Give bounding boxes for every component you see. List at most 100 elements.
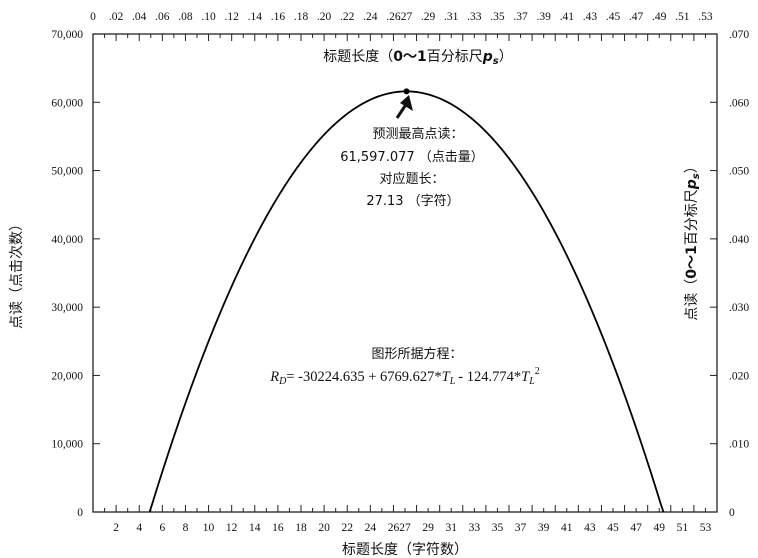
formula-t2: T — [521, 369, 530, 385]
top-tick-label: .43 — [583, 11, 598, 23]
right-tick-label: .030 — [729, 302, 749, 314]
top-tick-label: .49 — [652, 11, 667, 23]
top-tick-label: .41 — [560, 11, 575, 23]
formula-t2-sub: L — [528, 376, 535, 387]
right-axis-title-sub: s — [691, 173, 702, 179]
right-tick-label: .020 — [729, 370, 749, 382]
right-tick-label: .010 — [729, 439, 749, 451]
top-tick-label: .14 — [248, 11, 263, 23]
bottom-tick-label: 4 — [136, 522, 142, 534]
formula-t1-sub: L — [449, 376, 456, 387]
formula-title: 图形所据方程： — [371, 346, 462, 362]
bottom-tick-label: 14 — [249, 522, 261, 534]
formula-eq: = -30224.635 + 6769.627* — [286, 369, 441, 385]
bottom-tick-label: 53 — [700, 522, 712, 534]
peak-point — [403, 88, 410, 95]
bottom-tick-label: 45 — [607, 522, 619, 534]
bottom-tick-label: 10 — [203, 522, 215, 534]
right-axis-title-prefix: 点读（ — [683, 279, 700, 321]
bottom-tick-label: 49 — [653, 522, 665, 534]
left-tick-label: 20,000 — [51, 370, 83, 382]
bottom-axis-title: 标题长度（字符数） — [342, 542, 468, 558]
peak-annotation-value: 61,597.077 （点击量） — [340, 150, 484, 165]
right-axis-title-range: 0～1 — [684, 245, 700, 278]
formula-mid: - 124.774* — [458, 369, 521, 385]
top-tick-label: .33 — [467, 11, 482, 23]
left-axis-tick-labels: 0 10,000 20,000 30,000 40,000 50,000 60,000 70,… — [51, 29, 83, 519]
bottom-tick-label: 39 — [538, 522, 550, 534]
formula-t1: T — [442, 369, 451, 385]
peak-length-title: 对应题长： — [379, 171, 444, 187]
formula-lhs-sub: D — [278, 376, 287, 387]
top-axis-title-range: 0～1 — [393, 49, 426, 65]
bottom-tick-label: 26 — [388, 522, 400, 534]
top-tick-label: .26 — [386, 11, 401, 23]
top-axis-title-p: p — [482, 49, 493, 65]
peak-arrow-head — [400, 95, 413, 111]
top-tick-label: .27 — [398, 11, 413, 23]
right-axis-title: 点读（0～1百分标尺ps） — [683, 159, 702, 320]
bottom-tick-label: 27 — [399, 522, 411, 534]
right-axis-ticks — [710, 33, 717, 513]
right-tick-label: 0 — [729, 507, 735, 519]
bottom-tick-label: 8 — [183, 522, 189, 534]
peak-annotation-title: 预测最高点读： — [372, 126, 463, 142]
right-axis-tick-labels: 0 .010 .020 .030 .040 .050 .060 .070 — [729, 29, 749, 519]
right-axis-title-scale: 百分标尺 — [684, 189, 700, 245]
top-tick-label: .10 — [201, 11, 216, 23]
top-tick-label: .12 — [224, 11, 239, 23]
bottom-tick-label: 12 — [226, 522, 238, 534]
top-tick-label: .16 — [271, 11, 286, 23]
bottom-tick-label: 31 — [445, 522, 457, 534]
bottom-tick-label: 35 — [492, 522, 504, 534]
top-tick-label: .18 — [294, 11, 309, 23]
right-axis-title-suffix: ） — [684, 159, 700, 173]
top-tick-label: .29 — [421, 11, 436, 23]
left-tick-label: 60,000 — [51, 97, 83, 109]
bottom-tick-label: 16 — [272, 522, 284, 534]
top-tick-label: .20 — [317, 11, 332, 23]
top-tick-label: .45 — [606, 11, 621, 23]
bottom-tick-label: 24 — [365, 522, 377, 534]
top-tick-label: .39 — [536, 11, 551, 23]
top-tick-label: .51 — [675, 11, 690, 23]
top-axis-title-prefix: 标题长度（ — [323, 49, 393, 65]
top-tick-label: .37 — [513, 11, 528, 23]
bottom-axis-tick-labels: 2 4 6 8 10 12 14 16 18 20 22 24 26 27 29 31 33 35 37 39 41 43… — [113, 522, 711, 534]
top-tick-label: .35 — [490, 11, 505, 23]
top-tick-label: .22 — [340, 11, 355, 23]
right-tick-label: .070 — [729, 29, 749, 41]
left-tick-label: 70,000 — [51, 29, 83, 41]
top-tick-label: 0 — [90, 11, 96, 23]
top-axis-title-sub: s — [493, 56, 499, 67]
formula-lhs: R — [269, 369, 279, 385]
top-tick-label: .47 — [629, 11, 644, 23]
top-tick-label: .02 — [109, 11, 124, 23]
top-tick-label: .24 — [363, 11, 378, 23]
bottom-tick-label: 33 — [469, 522, 481, 534]
bottom-tick-label: 6 — [159, 522, 165, 534]
top-tick-label: .06 — [155, 11, 170, 23]
left-tick-label: 40,000 — [51, 234, 83, 246]
bottom-tick-label: 2 — [113, 522, 119, 534]
right-axis-title-p: p — [684, 179, 700, 190]
left-axis-title: 点读（点击次数） — [8, 217, 25, 329]
bottom-tick-label: 29 — [422, 522, 434, 534]
bottom-tick-label: 43 — [584, 522, 596, 534]
bottom-tick-label: 20 — [318, 522, 330, 534]
formula-text: RD= -30224.635 + 6769.627*TL - 124.774*TL… — [269, 366, 540, 387]
top-tick-label: .08 — [178, 11, 193, 23]
formula-t2-sup: 2 — [535, 366, 540, 377]
right-tick-label: .040 — [729, 234, 749, 246]
left-axis-ticks — [93, 33, 100, 513]
left-tick-label: 30,000 — [51, 302, 83, 314]
right-tick-label: .050 — [729, 166, 749, 178]
left-tick-label: 10,000 — [51, 439, 83, 451]
bottom-tick-label: 18 — [295, 522, 307, 534]
top-axis-title-scale: 百分标尺 — [427, 49, 483, 65]
peak-length-value: 27.13 （字符） — [366, 193, 459, 209]
top-tick-label: .31 — [444, 11, 459, 23]
bottom-tick-label: 47 — [630, 522, 642, 534]
